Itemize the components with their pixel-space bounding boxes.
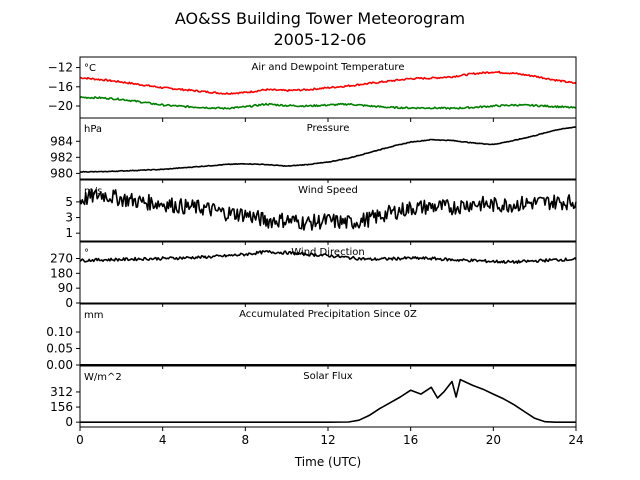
series-line-pressure-0: [79, 126, 577, 173]
x-axis-label: Time (UTC): [294, 455, 361, 469]
y-tick-label: 0.10: [46, 325, 73, 339]
y-tick-label: 982: [50, 150, 73, 164]
panel-title: Wind Direction: [291, 247, 365, 258]
x-tick-label: 16: [403, 433, 418, 447]
panel-unit-label: hPa: [84, 124, 102, 135]
x-tick-label: 4: [159, 433, 167, 447]
y-tick-label: −20: [48, 99, 73, 113]
panel-title: Wind Speed: [298, 185, 358, 196]
series-line-temperature-1: [79, 96, 577, 110]
panel-title: Pressure: [307, 123, 350, 134]
y-tick-label: 0.05: [46, 342, 73, 356]
y-tick-label: 980: [50, 166, 73, 180]
y-tick-label: 180: [50, 266, 73, 280]
panel-unit-label: mm: [84, 310, 103, 321]
panel-temperature: −12 −16 −20 °C Air and Dewpoint Temperature: [48, 56, 577, 122]
panel-unit-label: °: [84, 248, 89, 259]
panels-group: −12 −16 −20 °C Air and Dewpoint Temperature 9…: [46, 56, 577, 431]
panel-pressure: 980 982 984 hPa Pressure: [50, 117, 577, 183]
y-tick-label: 90: [58, 281, 73, 295]
panel-unit-label: °C: [84, 63, 96, 74]
y-tick-label: 156: [50, 400, 73, 414]
panel-unit-label: m/s: [84, 186, 102, 197]
chart-subtitle: 2005-12-06: [274, 30, 367, 49]
y-tick-label: 270: [50, 251, 73, 265]
y-tick-label: −16: [48, 80, 73, 94]
x-axis: 0 4 8 12 16 20 24: [76, 433, 583, 447]
panel-unit-label: W/m^2: [84, 372, 122, 383]
panel-wind_speed: 13 5 m/s Wind Speed: [65, 179, 577, 245]
panel-precipitation: 0.00 0.05 0.10 mm Accumulated Precipitation …: [46, 303, 577, 372]
y-tick-label: 5: [65, 195, 73, 209]
y-tick-label: 0: [65, 415, 73, 429]
x-tick-label: 20: [486, 433, 501, 447]
series-line-temperature-0: [80, 70, 577, 95]
panel-title: Air and Dewpoint Temperature: [252, 62, 405, 73]
series-line-wind_speed-0: [79, 188, 577, 231]
x-tick-label: 0: [76, 433, 84, 447]
y-tick-label: 984: [50, 134, 73, 148]
x-tick-label: 24: [568, 433, 583, 447]
y-tick-label: 1: [65, 226, 73, 240]
panel-title: Solar Flux: [303, 371, 353, 382]
series-line-wind_direction-0: [79, 250, 577, 265]
panel-title: Accumulated Precipitation Since 0Z: [239, 309, 417, 320]
x-tick-label: 12: [320, 433, 335, 447]
y-tick-label: 0: [65, 296, 73, 310]
series-line-solar_flux-0: [80, 378, 576, 424]
chart-title: AO&SS Building Tower Meteorogram: [175, 9, 465, 28]
x-tick-label: 8: [242, 433, 250, 447]
y-tick-label: 312: [50, 385, 73, 399]
y-tick-label: −12: [48, 61, 73, 75]
y-tick-label: 0.00: [46, 358, 73, 372]
y-tick-label: 3: [65, 211, 73, 225]
